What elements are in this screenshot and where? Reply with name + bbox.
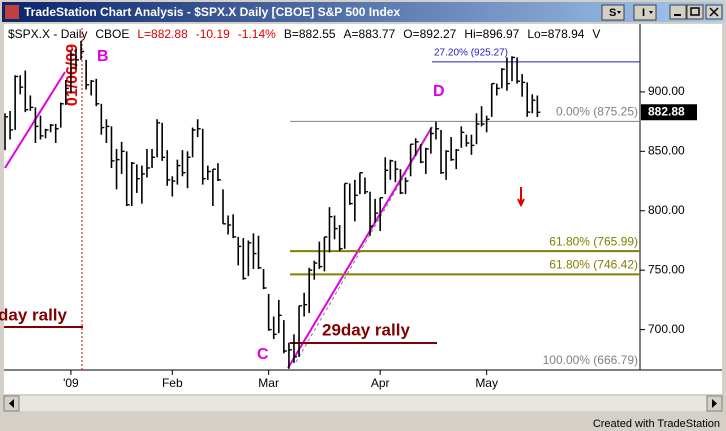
point-label: B — [97, 48, 109, 65]
last-price-label: 882.88 — [648, 104, 685, 118]
close-icon — [709, 7, 719, 17]
symbol-button[interactable] — [601, 4, 625, 21]
fib-label: 100.00% (666.79) — [543, 353, 638, 367]
footer: Created with TradeStation — [593, 418, 720, 430]
fib-label: 61.80% (746.42) — [549, 258, 638, 272]
info-line: $SPX.X - Daily CBOE L=882.88 -10.19 -1.14% B=… — [8, 27, 600, 41]
last-price-box — [641, 104, 697, 121]
arrow-icon — [9, 399, 14, 408]
info-field: CBOE — [95, 27, 129, 41]
dropdown-icon — [649, 11, 653, 14]
rally-label: day rally — [0, 305, 68, 324]
x-tick-label: May — [475, 376, 498, 390]
y-tick-label: 700.00 — [648, 322, 685, 336]
title-bar — [2, 2, 724, 22]
indicator-button[interactable] — [633, 4, 657, 21]
y-tick-label: 750.00 — [648, 262, 685, 276]
info-field: -1.14% — [238, 27, 276, 41]
info-field: A=883.77 — [344, 27, 396, 41]
rally-label: 29day rally — [322, 320, 410, 339]
minimize-button[interactable] — [669, 4, 687, 20]
fib-label: 0.00% (875.25) — [556, 104, 638, 118]
info-field: Hi=896.97 — [464, 27, 519, 41]
y-tick-label: 800.00 — [648, 203, 685, 217]
x-tick-label: Apr — [371, 376, 390, 390]
x-tick-label: Mar — [258, 376, 279, 390]
info-field: V — [592, 27, 600, 41]
date-label: 01/06/09 — [64, 44, 81, 106]
arrow-icon — [712, 399, 717, 408]
trend-line — [287, 126, 433, 369]
point-label: C — [257, 346, 269, 363]
maximize-icon — [690, 7, 700, 16]
scrollbar[interactable] — [4, 396, 722, 411]
info-field: Lo=878.94 — [527, 27, 584, 41]
fib-label: 27.20% (925.27) — [434, 48, 508, 59]
x-tick-label: '09 — [63, 376, 79, 390]
signal-arrow — [517, 187, 525, 208]
point-label: D — [433, 83, 445, 100]
button-label: I — [642, 7, 645, 19]
info-field: -10.19 — [196, 27, 230, 41]
maximize-button[interactable] — [686, 4, 704, 20]
info-field: O=892.27 — [403, 27, 456, 41]
info-field: L=882.88 — [137, 27, 188, 41]
app-icon — [5, 5, 19, 19]
window-title: TradeStation Chart Analysis - $SPX.X Dai… — [24, 5, 400, 19]
info-field: $SPX.X - Daily — [8, 27, 87, 41]
button-label: S — [609, 7, 616, 19]
y-tick-label: 850.00 — [648, 144, 685, 158]
dropdown-icon — [617, 11, 621, 14]
fib-label: 61.80% (765.99) — [549, 234, 638, 248]
y-tick-label: 900.00 — [648, 84, 685, 98]
chart-area — [4, 24, 722, 394]
x-tick-label: Feb — [162, 376, 183, 390]
info-field: B=882.55 — [284, 27, 336, 41]
